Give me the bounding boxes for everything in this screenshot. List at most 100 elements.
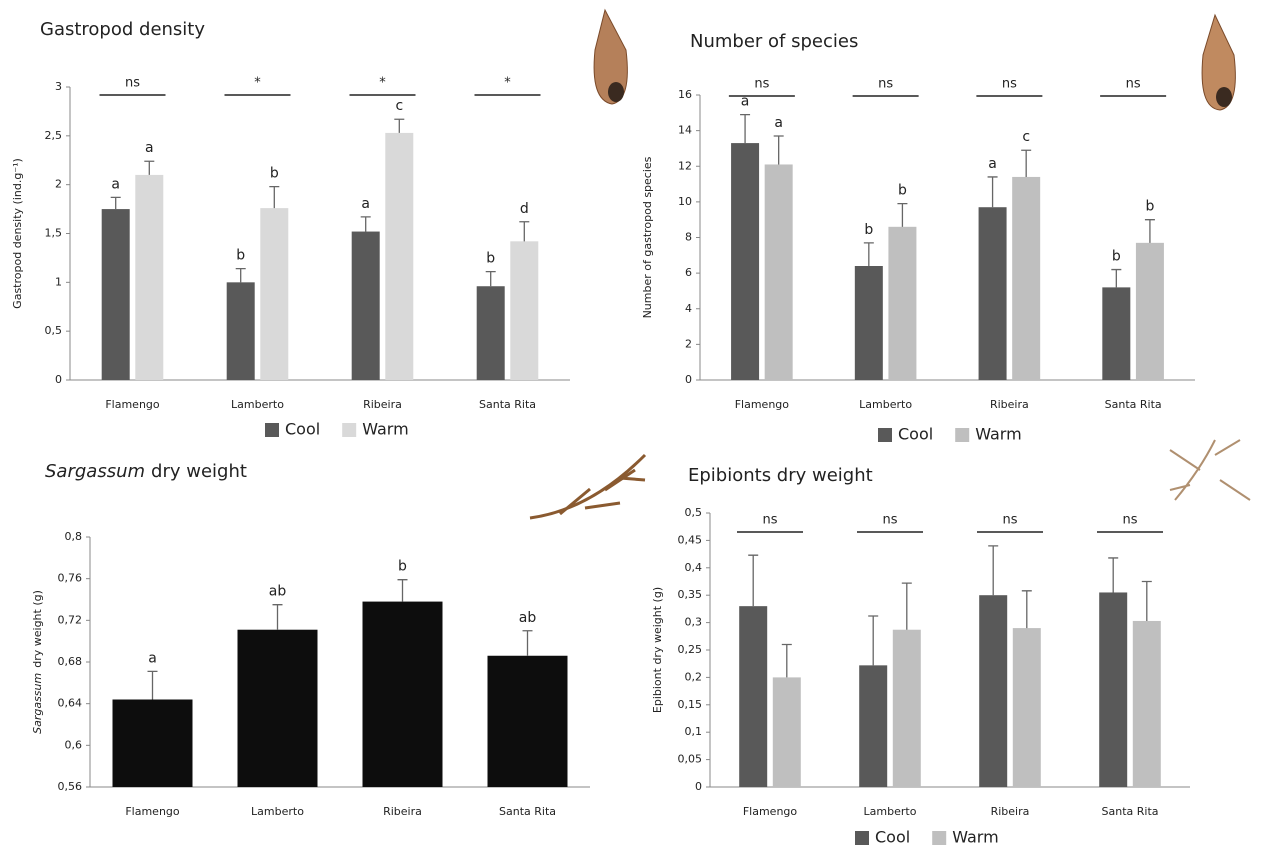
- y-tick-label: 0,4: [685, 561, 703, 574]
- x-tick-label: Lamberto: [859, 398, 912, 411]
- significance-label: ns: [1002, 513, 1017, 528]
- significance-letter: ab: [519, 610, 537, 626]
- x-tick-label: Ribeira: [363, 398, 402, 411]
- error-bar: [523, 631, 533, 656]
- legend-label: Warm: [975, 425, 1021, 444]
- y-label-italic: Sargassum: [31, 673, 44, 734]
- title-italic: Sargassum: [45, 461, 145, 482]
- y-tick-label: 0,68: [58, 655, 83, 668]
- bar: [979, 595, 1007, 787]
- significance-letter: b: [864, 222, 873, 238]
- y-axis-label: Gastropod density (ind.g⁻¹): [11, 158, 24, 309]
- legend-label: Warm: [952, 828, 998, 847]
- legend-label: Cool: [875, 828, 910, 847]
- y-tick-label: 0,15: [678, 698, 703, 711]
- y-tick-label: 12: [678, 159, 692, 172]
- bar: [227, 282, 255, 380]
- significance-label: ns: [1126, 77, 1141, 92]
- y-tick-label: 2: [685, 337, 692, 350]
- y-tick-label: 1: [55, 275, 62, 288]
- y-tick-label: 0,05: [678, 753, 703, 766]
- bar: [1099, 592, 1127, 787]
- error-bar: [897, 204, 907, 227]
- legend-swatch: [955, 428, 969, 442]
- y-tick-label: 3: [55, 80, 62, 93]
- y-tick-label: 0,45: [678, 533, 703, 546]
- significance-label: ns: [1002, 77, 1017, 92]
- significance-letter: b: [1145, 199, 1154, 215]
- bar: [1133, 621, 1161, 787]
- significance-letter: c: [1022, 129, 1030, 145]
- significance-letter: a: [741, 94, 750, 110]
- title-text: dry weight: [151, 461, 247, 482]
- bar: [888, 227, 916, 380]
- x-tick-label: Flamengo: [105, 398, 160, 411]
- bar: [510, 241, 538, 380]
- y-tick-label: 0,8: [65, 530, 83, 543]
- bar: [1102, 287, 1130, 380]
- significance-label: ns: [125, 76, 140, 91]
- error-bar: [148, 671, 158, 699]
- bar: [765, 164, 793, 380]
- error-bar: [273, 605, 283, 630]
- significance-letter: b: [398, 559, 407, 575]
- significance-letter: ab: [269, 584, 287, 600]
- y-tick-label: 0,6: [65, 738, 83, 751]
- bar: [352, 232, 380, 380]
- y-tick-label: 0,3: [685, 616, 703, 629]
- bar: [102, 209, 130, 380]
- title-text: Number of species: [690, 31, 858, 52]
- figure: Gastropod density Gastropod density (ind.…: [0, 0, 1266, 847]
- bar: [1012, 177, 1040, 380]
- error-bar: [1021, 150, 1031, 177]
- bar: [739, 606, 767, 787]
- y-tick-label: 0: [55, 373, 62, 386]
- error-bar: [868, 616, 878, 665]
- legend-swatch: [265, 423, 279, 437]
- y-tick-label: 0,76: [58, 572, 83, 585]
- y-label-text: Gastropod density (ind.g⁻¹): [11, 158, 24, 309]
- significance-label: ns: [1122, 513, 1137, 528]
- title-text: Gastropod density: [40, 19, 205, 40]
- error-bar: [361, 217, 371, 232]
- error-bar: [144, 161, 154, 175]
- significance-letter: a: [774, 115, 783, 131]
- y-axis-label: Number of gastropod species: [641, 156, 654, 318]
- significance-label: ns: [882, 513, 897, 528]
- error-bar: [398, 580, 408, 602]
- legend-swatch: [342, 423, 356, 437]
- bar: [135, 175, 163, 380]
- y-tick-label: 0,5: [45, 324, 63, 337]
- significance-label: ns: [762, 513, 777, 528]
- significance-letter: b: [236, 248, 245, 264]
- y-tick-label: 0,35: [678, 588, 703, 601]
- y-axis-label: Epibiont dry weight (g): [651, 587, 664, 713]
- bar: [260, 208, 288, 380]
- y-tick-label: 0,64: [58, 697, 83, 710]
- legend-label: Warm: [362, 420, 408, 439]
- significance-letter: b: [270, 166, 279, 182]
- x-tick-label: Ribeira: [991, 805, 1030, 818]
- error-bar: [1022, 591, 1032, 628]
- y-tick-label: 6: [685, 266, 692, 279]
- bar: [979, 207, 1007, 380]
- y-tick-label: 2,5: [45, 129, 63, 142]
- x-tick-label: Ribeira: [990, 398, 1029, 411]
- seaweed-icon: [530, 440, 1250, 518]
- y-tick-label: 0,56: [58, 780, 83, 793]
- error-bar: [394, 119, 404, 133]
- bar: [773, 677, 801, 787]
- x-tick-label: Flamengo: [125, 805, 180, 818]
- y-tick-label: 16: [678, 88, 692, 101]
- legend-swatch: [878, 428, 892, 442]
- x-tick-label: Flamengo: [735, 398, 790, 411]
- significance-letter: a: [988, 156, 997, 172]
- chart-title: Number of species: [690, 31, 858, 52]
- significance-label: *: [254, 76, 261, 91]
- bar: [363, 602, 443, 787]
- y-label-text: Number of gastropod species: [641, 156, 654, 318]
- y-label-text: Epibiont dry weight (g): [651, 587, 664, 713]
- x-tick-label: Lamberto: [251, 805, 304, 818]
- y-label-text: dry weight (g): [31, 590, 44, 668]
- y-tick-label: 0: [695, 780, 702, 793]
